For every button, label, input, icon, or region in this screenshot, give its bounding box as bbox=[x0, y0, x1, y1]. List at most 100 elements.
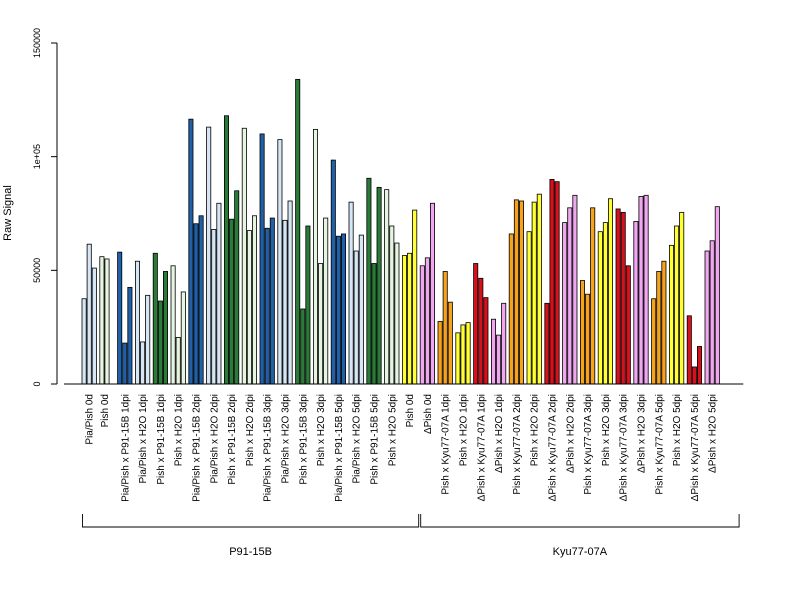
bar bbox=[193, 223, 199, 385]
bar bbox=[353, 250, 359, 385]
x-category-label: Pish x P91-15B 2dpi bbox=[227, 394, 238, 485]
bar bbox=[643, 194, 649, 385]
bar bbox=[508, 233, 514, 385]
bar bbox=[656, 271, 662, 385]
bar bbox=[251, 215, 257, 385]
x-category-label: Pish x H2O 3dpi bbox=[601, 394, 612, 466]
x-category-label: Pish x H2O 3dpi bbox=[316, 394, 327, 466]
bar bbox=[544, 302, 550, 385]
bar bbox=[686, 315, 692, 385]
bar bbox=[679, 211, 685, 385]
x-category-label: Pish x H2O 2dpi bbox=[245, 394, 256, 466]
x-category-label: Pia/Pish x H2O 1dpi bbox=[138, 394, 149, 484]
x-category-label: Pish x H2O 5dpi bbox=[672, 394, 683, 466]
bar bbox=[597, 231, 603, 385]
bar bbox=[460, 324, 466, 385]
bar bbox=[170, 265, 176, 385]
x-category-label: ΔPish 0d bbox=[423, 394, 434, 434]
x-category-label: Pia/Pish 0d bbox=[85, 394, 96, 445]
bar bbox=[608, 198, 614, 385]
bar bbox=[669, 244, 675, 385]
bar bbox=[318, 263, 324, 385]
bar bbox=[580, 280, 586, 385]
bar bbox=[536, 193, 542, 385]
bar bbox=[140, 341, 146, 385]
y-tick-label: 1e+05 bbox=[32, 144, 42, 169]
bar bbox=[437, 321, 443, 385]
bar bbox=[490, 318, 496, 385]
bar bbox=[714, 206, 720, 385]
bar bbox=[122, 342, 128, 385]
bar bbox=[162, 271, 168, 385]
x-category-label: Pish x Kyu77-07A 3dpi bbox=[583, 394, 594, 495]
bar bbox=[389, 225, 395, 385]
x-category-label: Pish 0d bbox=[405, 394, 416, 427]
bar bbox=[661, 260, 667, 385]
bar bbox=[366, 177, 372, 385]
x-category-label: Pia/Pish x H2O 2dpi bbox=[209, 394, 220, 484]
bar bbox=[572, 194, 578, 385]
bar bbox=[419, 265, 425, 385]
bar bbox=[312, 128, 318, 385]
bar bbox=[295, 78, 301, 385]
bar bbox=[234, 190, 240, 385]
x-category-label: ΔPish x Kyu77-07A 2dpi bbox=[548, 394, 559, 501]
bar bbox=[282, 219, 288, 385]
bar bbox=[81, 298, 87, 385]
x-category-label: Pia/Pish x H2O 3dpi bbox=[281, 394, 292, 484]
group-bracket bbox=[82, 514, 420, 528]
x-category-label: Pish x P91-15B 3dpi bbox=[298, 394, 309, 485]
x-category-labels: Pia/Pish 0d Pish 0d Pia/Pish x P91-15B 1dp… bbox=[85, 394, 719, 502]
bar bbox=[412, 209, 418, 385]
bar bbox=[602, 222, 608, 385]
bar bbox=[117, 251, 123, 385]
bar bbox=[401, 255, 407, 385]
group-brackets: P91-15B Kyu77-07A bbox=[82, 514, 740, 558]
y-tick-label: 150000 bbox=[32, 28, 42, 58]
bar bbox=[585, 293, 591, 385]
bar bbox=[340, 233, 346, 385]
bar bbox=[287, 200, 293, 385]
x-category-label: Pia/Pish x P91-15B 5dpi bbox=[334, 394, 345, 502]
bar bbox=[335, 235, 341, 385]
bar bbox=[465, 322, 471, 385]
bar bbox=[526, 231, 532, 385]
bar bbox=[590, 207, 596, 385]
bar bbox=[483, 297, 489, 385]
bar bbox=[567, 207, 573, 385]
bar bbox=[348, 201, 354, 385]
bar bbox=[152, 252, 158, 385]
x-category-label: Pish x H2O 2dpi bbox=[530, 394, 541, 466]
bar bbox=[180, 291, 186, 385]
bar bbox=[241, 127, 247, 385]
bar bbox=[358, 234, 364, 385]
bar bbox=[127, 286, 133, 385]
bar bbox=[206, 126, 212, 385]
bar bbox=[442, 271, 448, 385]
bar bbox=[384, 189, 390, 385]
x-category-label: ΔPish x H2O 3dpi bbox=[637, 394, 648, 473]
x-category-label: ΔPish x Kyu77-07A 5dpi bbox=[690, 394, 701, 501]
bar bbox=[269, 217, 275, 385]
bar bbox=[86, 243, 92, 385]
group-label: Kyu77-07A bbox=[553, 546, 608, 558]
bar bbox=[264, 227, 270, 385]
x-category-label: Pish x P91-15B 5dpi bbox=[370, 394, 381, 485]
bar bbox=[91, 267, 97, 385]
bar bbox=[697, 346, 703, 385]
bar bbox=[229, 218, 235, 385]
x-category-label: ΔPish x H2O 1dpi bbox=[494, 394, 505, 473]
x-category-label: Pish 0d bbox=[100, 394, 111, 427]
bar bbox=[709, 240, 715, 385]
bar bbox=[330, 159, 336, 385]
bar bbox=[478, 277, 484, 385]
bar bbox=[300, 308, 306, 385]
bar bbox=[223, 115, 229, 385]
bar bbox=[455, 332, 461, 385]
x-category-label: ΔPish x Kyu77-07A 1dpi bbox=[476, 394, 487, 501]
bar bbox=[554, 181, 560, 385]
x-category-label: Pish x H2O 1dpi bbox=[174, 394, 185, 466]
y-tick-label: 50000 bbox=[32, 258, 42, 283]
bar bbox=[562, 222, 568, 385]
bar bbox=[246, 230, 252, 385]
